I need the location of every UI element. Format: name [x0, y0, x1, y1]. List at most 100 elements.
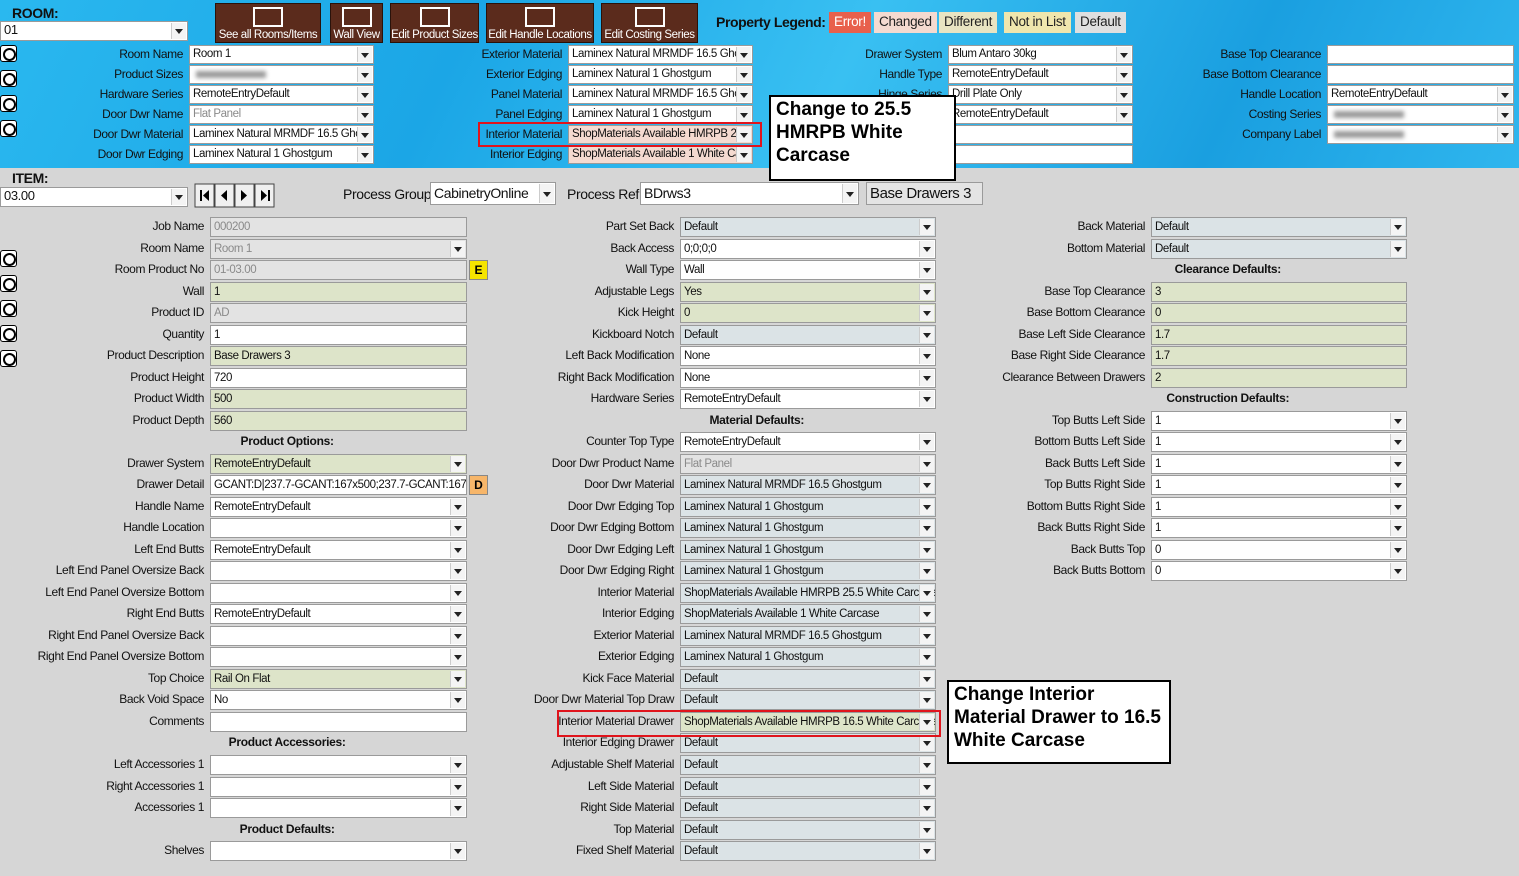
dropdown[interactable]: Default: [680, 690, 936, 710]
dropdown[interactable]: RemoteEntryDefault: [1327, 85, 1514, 104]
dropdown[interactable]: RemoteEntryDefault: [189, 85, 374, 104]
dropdown[interactable]: Default: [680, 733, 936, 753]
side-icon[interactable]: [0, 70, 17, 87]
toolbar-button[interactable]: See all Rooms/Items: [215, 3, 321, 43]
dropdown[interactable]: ShopMaterials Available HMRPB 2: [568, 125, 753, 144]
dropdown[interactable]: RemoteEntryDefault: [948, 105, 1133, 124]
dropdown[interactable]: Default: [680, 777, 936, 797]
dropdown[interactable]: [189, 65, 374, 84]
toolbar-button[interactable]: Edit Costing Series: [601, 3, 698, 43]
dropdown[interactable]: 0: [1151, 540, 1407, 560]
dropdown[interactable]: [210, 561, 467, 581]
dropdown[interactable]: Laminex Natural 1 Ghostgum: [680, 561, 936, 581]
dropdown[interactable]: RemoteEntryDefault: [210, 497, 467, 517]
side-icon[interactable]: [0, 45, 17, 62]
dropdown[interactable]: Laminex Natural MRMDF 16.5 Ghostgum: [680, 626, 936, 646]
dropdown[interactable]: Laminex Natural 1 Ghostgum: [680, 518, 936, 538]
text-field[interactable]: 1: [210, 282, 467, 302]
dropdown[interactable]: ShopMaterials Available 1 White Carcase: [680, 604, 936, 624]
dropdown[interactable]: Default: [680, 798, 936, 818]
dropdown[interactable]: Flat Panel: [189, 105, 374, 124]
text-field[interactable]: [210, 712, 467, 732]
dropdown[interactable]: 1: [1151, 411, 1407, 431]
side-icon[interactable]: [0, 325, 17, 342]
dropdown[interactable]: Default: [1151, 217, 1407, 237]
text-field[interactable]: 0: [1151, 303, 1407, 323]
dropdown[interactable]: ShopMaterials Available 1 White Ca: [568, 145, 753, 164]
dropdown[interactable]: 1: [1151, 497, 1407, 517]
dropdown[interactable]: [210, 841, 467, 861]
dropdown[interactable]: Laminex Natural MRMDF 16.5 Ghostgum: [680, 475, 936, 495]
text-field[interactable]: 560: [210, 411, 467, 431]
dropdown[interactable]: RemoteEntryDefault: [680, 432, 936, 452]
dropdown[interactable]: [210, 798, 467, 818]
dropdown[interactable]: Default: [680, 325, 936, 345]
dropdown[interactable]: ShopMaterials Available HMRPB 16.5 White…: [680, 712, 936, 732]
dropdown[interactable]: Default: [680, 669, 936, 689]
text-field[interactable]: 000200: [210, 217, 467, 237]
room-select[interactable]: 01: [0, 21, 188, 41]
dropdown[interactable]: [210, 755, 467, 775]
dropdown[interactable]: Laminex Natural MRMDF 16.5 Ghc: [568, 85, 753, 104]
side-icon[interactable]: [0, 250, 17, 267]
dropdown[interactable]: 1: [1151, 475, 1407, 495]
dropdown[interactable]: [1327, 105, 1514, 124]
dropdown[interactable]: Wall: [680, 260, 936, 280]
dropdown[interactable]: Room 1: [210, 239, 467, 259]
dropdown[interactable]: Yes: [680, 282, 936, 302]
dropdown[interactable]: Drill Plate Only: [948, 85, 1133, 104]
dropdown[interactable]: [210, 583, 467, 603]
dropdown[interactable]: RemoteEntryDefault: [210, 540, 467, 560]
text-field[interactable]: GCANT:D|237.7-GCANT:167x500;237.7-GCANT:…: [210, 475, 467, 495]
dropdown[interactable]: RemoteEntryDefault: [210, 604, 467, 624]
dropdown[interactable]: Laminex Natural 1 Ghostgum: [680, 540, 936, 560]
text-field[interactable]: Base Drawers 3: [210, 346, 467, 366]
side-icon[interactable]: [0, 95, 17, 112]
text-field[interactable]: 3: [1151, 282, 1407, 302]
side-icon[interactable]: [0, 120, 17, 137]
text-field[interactable]: 500: [210, 389, 467, 409]
dropdown[interactable]: No: [210, 690, 467, 710]
field-button[interactable]: D: [469, 475, 488, 495]
text-field[interactable]: 1.7: [1151, 346, 1407, 366]
text-field[interactable]: 1: [210, 325, 467, 345]
process-ref-select[interactable]: BDrws3: [640, 182, 859, 205]
dropdown[interactable]: ShopMaterials Available HMRPB 25.5 White…: [680, 583, 936, 603]
dropdown[interactable]: 0: [1151, 561, 1407, 581]
dropdown[interactable]: Default: [680, 755, 936, 775]
dropdown[interactable]: Laminex Natural 1 Ghostgum: [189, 145, 374, 164]
dropdown[interactable]: None: [680, 368, 936, 388]
text-field[interactable]: 720: [210, 368, 467, 388]
dropdown[interactable]: RemoteEntryDefault: [680, 389, 936, 409]
dropdown[interactable]: [1327, 125, 1514, 144]
item-select[interactable]: 03.00: [0, 187, 188, 207]
dropdown[interactable]: Laminex Natural 1 Ghostgum: [568, 65, 753, 84]
toolbar-button[interactable]: Edit Product Sizes: [390, 3, 479, 43]
text-field[interactable]: AD: [210, 303, 467, 323]
dropdown[interactable]: [210, 518, 467, 538]
side-icon[interactable]: [0, 275, 17, 292]
dropdown[interactable]: Blum Antaro 30kg: [948, 45, 1133, 64]
dropdown[interactable]: [210, 626, 467, 646]
dropdown[interactable]: 1: [1151, 432, 1407, 452]
side-icon[interactable]: [0, 350, 17, 367]
process-group-select[interactable]: CabinetryOnline: [430, 182, 556, 205]
dropdown[interactable]: Laminex Natural 1 Ghostgum: [568, 105, 753, 124]
dropdown[interactable]: None: [680, 346, 936, 366]
dropdown[interactable]: Room 1: [189, 45, 374, 64]
dropdown[interactable]: [210, 777, 467, 797]
dropdown[interactable]: [210, 647, 467, 667]
dropdown[interactable]: 0: [680, 303, 936, 323]
dropdown[interactable]: Laminex Natural 1 Ghostgum: [680, 647, 936, 667]
dropdown[interactable]: RemoteEntryDefault: [210, 454, 467, 474]
field-button[interactable]: E: [469, 260, 488, 280]
text-field[interactable]: [948, 125, 1133, 144]
dropdown[interactable]: Rail On Flat: [210, 669, 467, 689]
dropdown[interactable]: Laminex Natural 1 Ghostgum: [680, 497, 936, 517]
dropdown[interactable]: Default: [680, 841, 936, 861]
dropdown[interactable]: Default: [680, 217, 936, 237]
dropdown[interactable]: Default: [1151, 239, 1407, 259]
toolbar-button[interactable]: Edit Handle Locations: [486, 3, 594, 43]
text-field[interactable]: 2: [1151, 368, 1407, 388]
text-field[interactable]: [1327, 65, 1514, 84]
